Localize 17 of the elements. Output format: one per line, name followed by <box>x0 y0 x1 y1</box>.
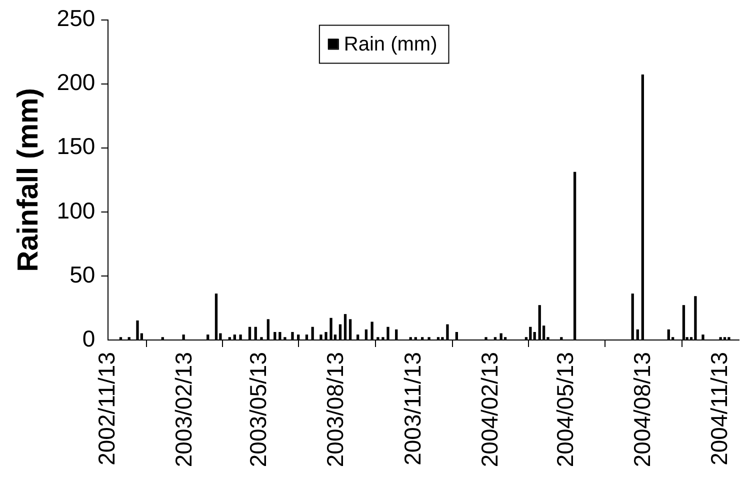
x-tick-label: 2004/02/13 <box>476 352 502 468</box>
y-tick-label: 250 <box>56 5 96 32</box>
y-tick-label: 150 <box>56 133 96 160</box>
x-tick-label: 2004/08/13 <box>628 352 655 468</box>
y-axis-title: Rainfall (mm) <box>12 88 44 272</box>
y-tick-label: 50 <box>70 261 96 288</box>
x-tick-label: 2002/11/13 <box>94 352 120 466</box>
y-tick-label: 100 <box>56 197 96 224</box>
x-tick-label: 2003/05/13 <box>245 352 272 468</box>
y-tick-label: 0 <box>82 325 96 352</box>
x-tick-label: 2004/05/13 <box>552 352 578 468</box>
legend-label: Rain (mm) <box>344 33 438 56</box>
x-tick-label: 2003/02/13 <box>170 352 197 468</box>
x-tick-label: 2003/08/13 <box>322 352 348 468</box>
x-tick-label: 2004/11/13 <box>706 352 732 466</box>
x-tick-label: 2003/11/13 <box>399 352 426 466</box>
y-tick-label: 200 <box>56 69 96 96</box>
